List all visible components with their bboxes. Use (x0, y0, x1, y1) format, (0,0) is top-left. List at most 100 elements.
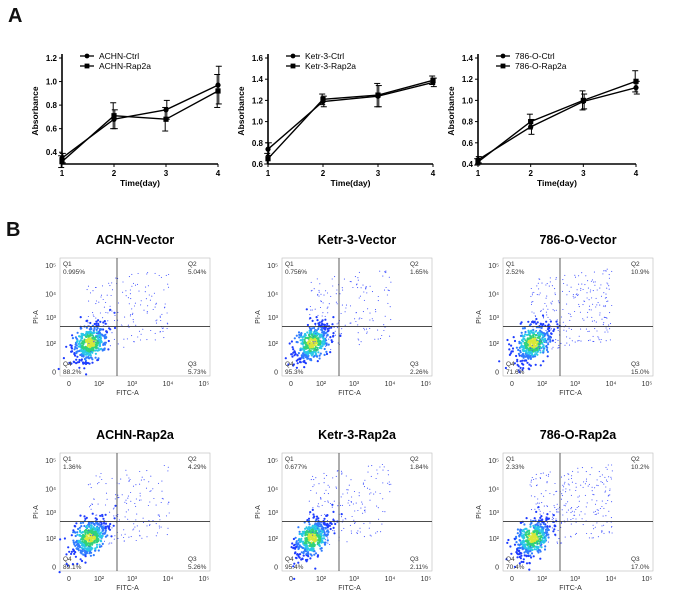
event-dot (332, 285, 334, 287)
y-tick-label: 1.4 (462, 54, 474, 63)
event-dot (582, 524, 584, 526)
event-dot (326, 536, 328, 538)
x-tick-label: 10³ (127, 576, 138, 583)
event-dot (546, 314, 548, 316)
event-dot (341, 473, 343, 475)
event-dot (368, 527, 370, 529)
event-dot (534, 508, 536, 510)
event-dot (586, 297, 588, 299)
event-dot (351, 515, 353, 518)
event-dot (101, 349, 104, 352)
event-dot (536, 294, 538, 296)
legend-marker-square (290, 63, 296, 69)
x-tick-label: 0 (289, 381, 293, 388)
y-tick-label: 10⁴ (45, 486, 56, 493)
event-dot (582, 304, 584, 306)
event-dot (84, 345, 87, 348)
event-dot (539, 545, 541, 547)
event-dot (571, 510, 573, 512)
event-dot (355, 320, 357, 323)
event-dot (326, 322, 329, 325)
event-dot (578, 283, 580, 285)
event-dot (323, 353, 326, 356)
event-dot (324, 513, 326, 515)
plot-title: Ketr-3-Vector (318, 233, 397, 247)
event-dot (371, 465, 373, 467)
event-dot (591, 490, 593, 492)
event-dot (604, 491, 606, 493)
event-dot (601, 500, 603, 502)
event-dot (527, 533, 530, 536)
event-dot (364, 506, 366, 508)
event-dot (92, 314, 94, 316)
event-dot (326, 475, 328, 477)
event-dot (521, 368, 524, 371)
event-dot (125, 290, 127, 292)
event-dot (600, 481, 602, 483)
event-dot (345, 307, 347, 309)
event-dot (109, 285, 111, 287)
event-dot (531, 301, 533, 303)
event-dot (292, 565, 295, 568)
event-dot (80, 525, 83, 528)
event-dot (71, 563, 74, 566)
event-dot (86, 289, 88, 291)
event-dot (526, 361, 529, 364)
event-dot (111, 332, 113, 334)
event-dot (330, 340, 334, 344)
event-dot (340, 496, 342, 498)
event-dot (527, 552, 530, 555)
event-dot (387, 289, 389, 291)
data-point (163, 107, 169, 113)
event-dot (600, 295, 603, 297)
event-dot (303, 544, 306, 547)
event-dot (389, 335, 391, 337)
event-dot (584, 483, 586, 485)
event-dot (320, 498, 322, 500)
event-dot (552, 530, 555, 533)
event-dot (568, 290, 570, 292)
event-dot (89, 543, 92, 547)
event-dot (581, 518, 583, 520)
event-dot (106, 323, 108, 325)
event-dot (128, 477, 130, 479)
event-dot (84, 561, 87, 564)
event-dot (110, 294, 112, 297)
y-tick-label: 10⁵ (45, 458, 56, 465)
event-dot (103, 524, 105, 527)
event-dot (319, 531, 321, 533)
event-dot (525, 517, 528, 520)
event-dot (101, 515, 104, 518)
event-dot (111, 542, 113, 544)
event-dot (351, 496, 353, 498)
event-dot (390, 281, 392, 283)
event-dot (537, 532, 540, 534)
event-dot (573, 297, 575, 299)
event-dot (547, 343, 550, 346)
x-tick-label: 10³ (127, 381, 138, 388)
event-dot (542, 336, 544, 338)
quadrant-q2-value: 10.9% (631, 269, 650, 276)
series-ACHN-Ctrl (59, 65, 222, 164)
event-dot (370, 535, 372, 537)
event-dot (552, 516, 554, 518)
event-dot (599, 314, 601, 316)
event-dot (603, 292, 605, 294)
event-dot (308, 340, 311, 343)
event-dot (358, 495, 360, 497)
event-dot (78, 546, 82, 549)
event-dot (95, 528, 98, 531)
event-dot (527, 367, 530, 370)
event-dot (322, 332, 325, 335)
event-dot (306, 331, 309, 334)
event-dot (293, 350, 296, 353)
event-dot (562, 321, 564, 323)
x-tick-label: 10³ (349, 381, 360, 388)
event-dot (105, 311, 107, 314)
event-dot (584, 284, 586, 286)
event-dot (150, 329, 152, 332)
event-dot (506, 338, 509, 342)
event-dot (364, 479, 366, 481)
event-dot (532, 321, 535, 324)
event-dot (88, 523, 91, 526)
